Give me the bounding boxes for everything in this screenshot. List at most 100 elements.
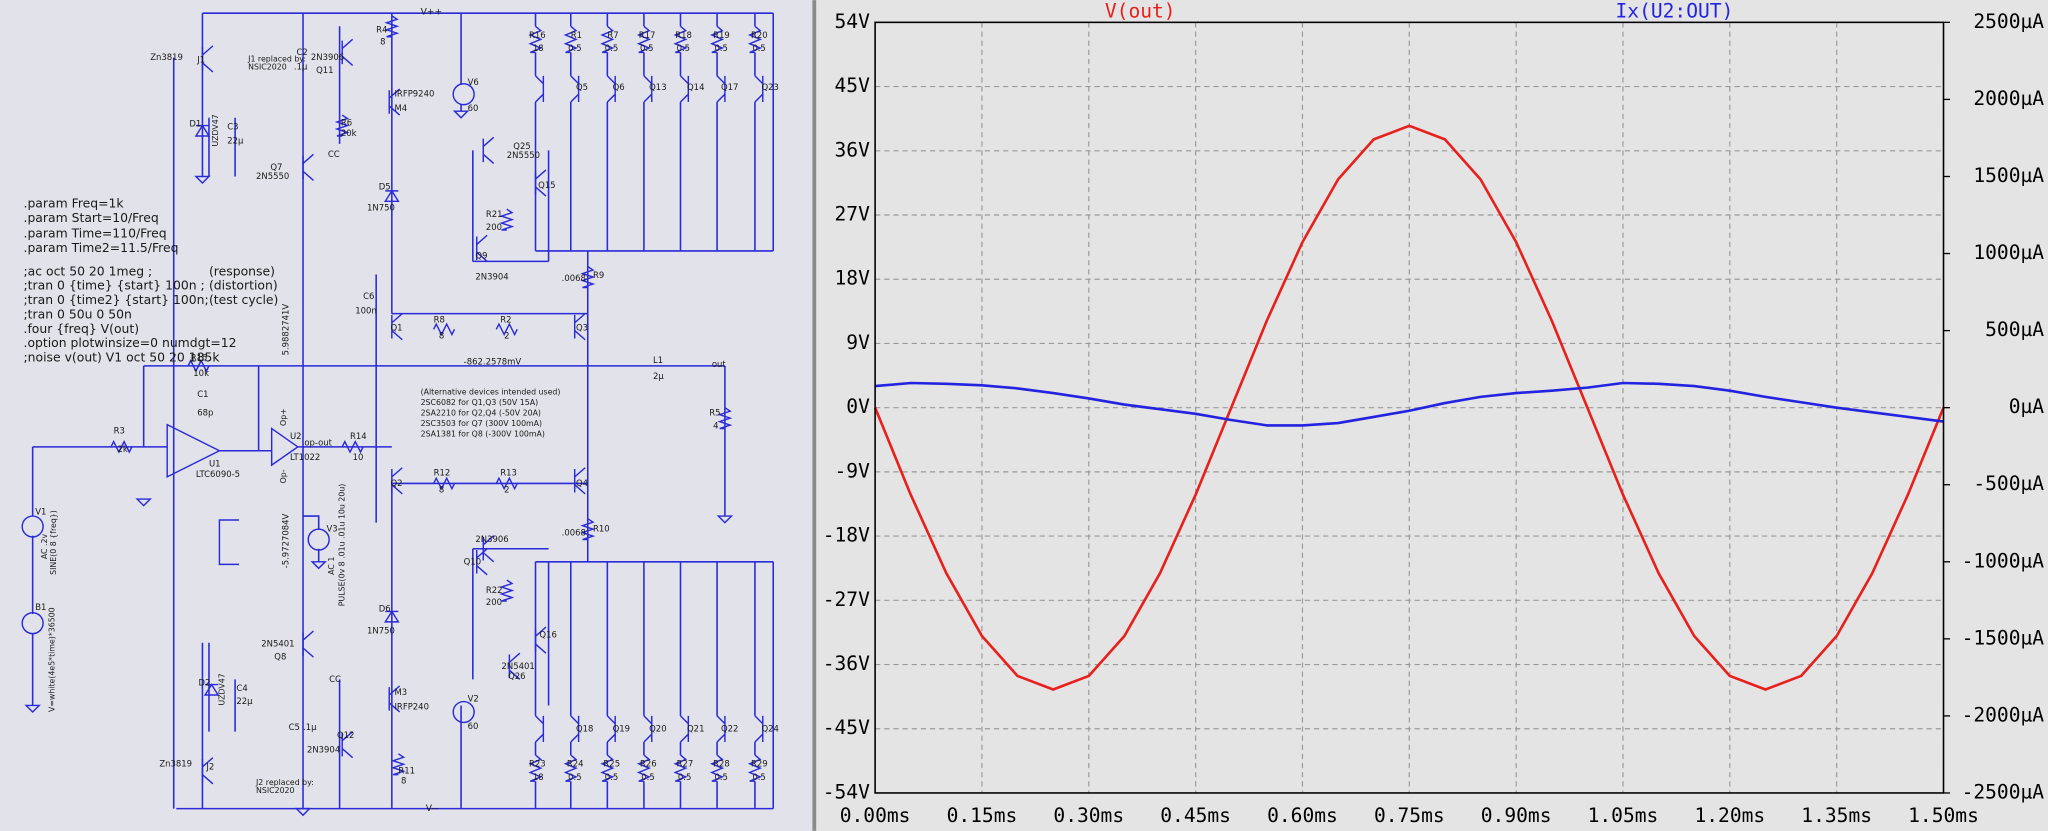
y2-tick-label: -2000µA	[1962, 703, 2045, 726]
transistor	[606, 715, 616, 743]
y-tick-label: 0V	[846, 395, 870, 418]
component-label: .param Time2=11.5/Freq	[24, 240, 179, 255]
diode	[384, 610, 400, 623]
component-label: Q16	[539, 629, 556, 639]
component-label: Op-	[279, 469, 288, 483]
component-label: Q26	[508, 671, 525, 681]
resistor	[580, 266, 596, 289]
transistor	[476, 234, 488, 262]
component-label: 8	[439, 484, 444, 494]
transistor	[482, 136, 495, 164]
component-label: 68p	[197, 407, 213, 417]
resistor	[110, 440, 133, 454]
component-label: .0068	[562, 528, 586, 538]
transistor	[606, 75, 616, 103]
component-label: 2N3904	[475, 272, 508, 282]
voltage-source	[452, 700, 475, 724]
component-label: 0.5	[605, 772, 618, 782]
component-label: R4	[376, 25, 387, 35]
component-label: 2k	[118, 444, 128, 454]
component-label: 0.5	[568, 43, 581, 53]
component-label: R6	[341, 117, 352, 127]
transistor	[508, 652, 521, 680]
x-tick-label: 0.75ms	[1374, 804, 1445, 827]
component-label: R2	[500, 315, 511, 325]
ground	[24, 704, 41, 714]
component-label: .option plotwinsize=0 numdgt=12	[24, 335, 237, 350]
component-label: CC	[328, 149, 340, 159]
component-label: Q9	[475, 251, 487, 261]
component-label: (Alternative devices intended used)	[421, 387, 561, 396]
resistor	[673, 25, 688, 54]
component-label: V3	[327, 524, 338, 534]
y-tick-label: -9V	[835, 459, 871, 482]
component-label: V=white(4e5*time)*36500	[48, 607, 57, 712]
y-tick-label: 54V	[835, 10, 871, 33]
resistor	[636, 754, 652, 782]
component-label: NSIC2020	[256, 786, 295, 795]
component-label: 0.5	[677, 43, 690, 53]
ground	[716, 515, 734, 524]
x-tick-label: 0.30ms	[1053, 804, 1124, 827]
component-label: B1	[35, 602, 46, 612]
transistor	[643, 715, 653, 743]
y-tick-label: 36V	[835, 138, 871, 161]
component-label: 20k	[341, 128, 357, 138]
component-label: R19	[713, 30, 730, 40]
resistor	[528, 25, 543, 54]
component-label: 5.9882741V	[281, 304, 291, 356]
component-label: R21	[486, 209, 503, 219]
pane-divider	[812, 0, 817, 831]
component-label: -862.2578mV	[464, 356, 522, 366]
labels: V++ V-- .param Freq=1k.param Start=10/Freq…	[24, 7, 779, 814]
y2-tick-label: 0µA	[2009, 395, 2045, 418]
transistor	[754, 715, 764, 743]
component-label: Q3	[576, 322, 588, 332]
component-label: ;tran 0 50u 0 50n	[24, 306, 132, 321]
plot-background	[816, 0, 2048, 831]
transistor	[535, 715, 545, 743]
component-label: R17	[639, 30, 656, 40]
component-label: R15	[191, 353, 208, 363]
component-label: R16	[529, 30, 546, 40]
component-label: 8	[439, 330, 444, 340]
y2-tick-label: -1000µA	[1962, 549, 2045, 572]
component-label: Q25	[513, 141, 530, 151]
component-label: Q17	[721, 82, 738, 92]
resistor	[600, 754, 615, 782]
component-label: 0.5	[752, 43, 765, 53]
component-label: ;ac oct 50 20 1meg ;	[24, 263, 153, 278]
component-label: 2SC6082 for Q1,Q3 (50V 15A)	[421, 398, 539, 407]
component-label: R10	[593, 524, 610, 534]
component-label: 22µ	[236, 696, 253, 706]
component-label: M4	[394, 103, 407, 113]
series-line	[873, 124, 1945, 691]
component-label: 200	[486, 222, 502, 232]
series-line	[874, 381, 1944, 427]
y2-tick-label: 1000µA	[1973, 241, 2044, 264]
component-label: Q12	[337, 730, 354, 740]
component-label: R22	[486, 585, 503, 595]
component-label: Q11	[316, 65, 333, 75]
component-label: 2N3904	[307, 744, 340, 754]
voltage-source	[21, 612, 44, 635]
component-label: LT1022	[290, 452, 320, 462]
component-label: 2N5401	[261, 639, 294, 649]
component-label: SINE(0 8 {freq})	[49, 510, 58, 575]
opamp-u2	[270, 427, 300, 467]
x-tick-label: 0.60ms	[1267, 804, 1338, 827]
component-label: D5	[379, 181, 391, 191]
component-label: 2N5550	[507, 150, 540, 160]
transistor	[570, 715, 580, 743]
transistor	[534, 169, 547, 197]
component-label: 4	[713, 420, 718, 430]
component-label: (test cycle)	[209, 292, 278, 307]
ground	[452, 110, 470, 119]
resistor	[499, 208, 515, 231]
diode	[384, 189, 400, 203]
bracket	[218, 519, 240, 566]
transistor	[388, 685, 401, 713]
component-label: U2	[290, 431, 302, 441]
component-label: Q5	[576, 82, 588, 92]
